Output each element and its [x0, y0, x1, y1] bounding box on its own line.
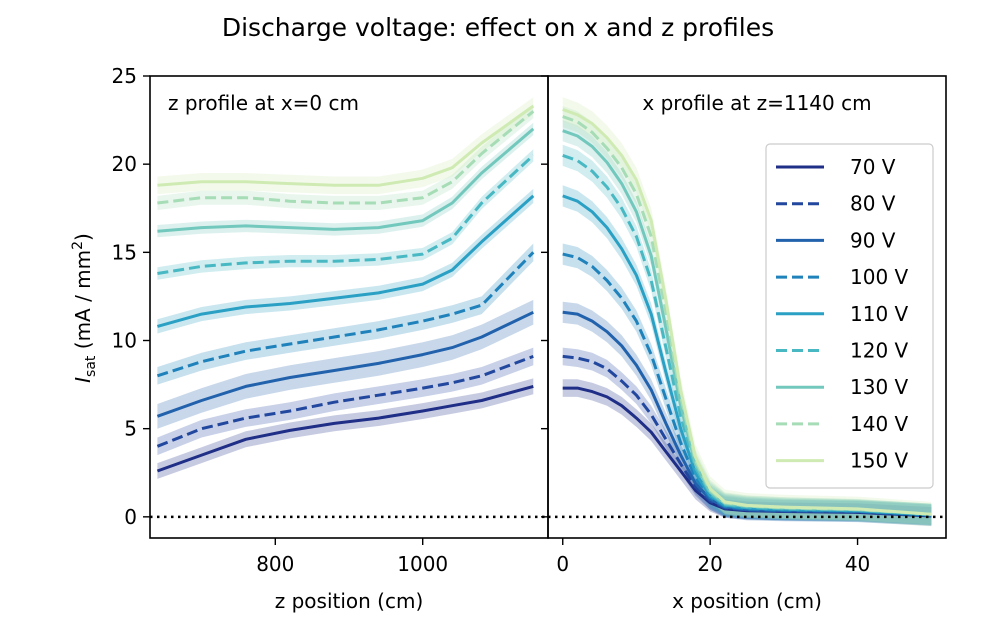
axes-frame-right [547, 75, 947, 539]
annotation-left: z profile at x=0 cm [168, 91, 359, 115]
band-70v-left [157, 378, 534, 479]
series-140v-right [562, 115, 932, 516]
band-130v-right [562, 120, 932, 525]
legend-label-70v: 70 V [850, 155, 896, 179]
series-130v-left [157, 127, 535, 233]
legend-label-130v: 130 V [850, 375, 909, 399]
y-tick-label-15: 15 [112, 240, 137, 264]
panel-z-profile: 800 1000 0 5 10 15 20 25 z position (cm) z profil… [112, 64, 549, 613]
panel-x-profile: 0 20 40 x position (cm) x profile at z=1140 … [541, 75, 947, 613]
band-110v-left [157, 188, 534, 334]
x-axis-label-left: z position (cm) [275, 589, 424, 613]
y-axis-label-sup: 2 [70, 241, 86, 250]
y-tick-label-5: 5 [124, 417, 137, 441]
y-tick-label-0: 0 [124, 505, 137, 529]
x-tick-label-right-20: 20 [697, 552, 722, 576]
y-tick-label-10: 10 [112, 329, 137, 353]
x-tick-label-left-1000: 1000 [397, 552, 448, 576]
band-120v-right [562, 144, 932, 525]
x-tick-label-right-0: 0 [556, 552, 569, 576]
series-150v-left [157, 104, 535, 187]
y-tick-label-20: 20 [112, 152, 137, 176]
y-axis-label: Isat (mA / mm2) [70, 233, 99, 383]
legend-label-100v: 100 V [850, 265, 909, 289]
band-90v-right [562, 301, 932, 526]
band-90v-left [157, 299, 534, 429]
series-110v-left [156, 194, 535, 328]
band-140v-right [562, 106, 932, 525]
legend-label-90v: 90 V [850, 228, 896, 252]
y-axis-label-main: I [71, 377, 95, 383]
y-tick-label-25: 25 [112, 64, 137, 88]
chart-title: Discharge voltage: effect on x and z pro… [222, 13, 774, 42]
legend-label-140v: 140 V [850, 412, 909, 436]
x-tick-label-left-800: 800 [256, 552, 294, 576]
band-120v-left [157, 149, 534, 280]
x-tick-label-right-40: 40 [845, 552, 870, 576]
y-axis-label-sub: sat [83, 355, 99, 377]
band-140v-left [157, 104, 534, 210]
series-100v-left [156, 251, 535, 378]
series-80v-left [156, 354, 534, 448]
legend: 70 V 80 V 90 V 100 V 110 V 120 V 130 V 140 V 150… [765, 143, 934, 489]
y-axis-label-close: ) [71, 233, 95, 241]
annotation-right: x profile at z=1140 cm [642, 91, 871, 115]
legend-label-150v: 150 V [850, 449, 909, 473]
series-90v-left [156, 310, 534, 418]
band-150v-left [157, 97, 534, 195]
y-axis-label-units: (mA / mm [71, 250, 95, 356]
series-140v-left [157, 110, 535, 205]
legend-label-110v: 110 V [850, 302, 909, 326]
series-120v-left [157, 154, 535, 275]
band-150v-right [562, 97, 932, 527]
x-axis-label-right: x position (cm) [672, 589, 822, 613]
series-150v-right [562, 108, 932, 516]
legend-label-120v: 120 V [850, 339, 909, 363]
legend-label-80v: 80 V [850, 192, 896, 216]
series-70v-left [156, 384, 534, 473]
legend-box [765, 143, 934, 489]
band-130v-left [157, 122, 534, 238]
